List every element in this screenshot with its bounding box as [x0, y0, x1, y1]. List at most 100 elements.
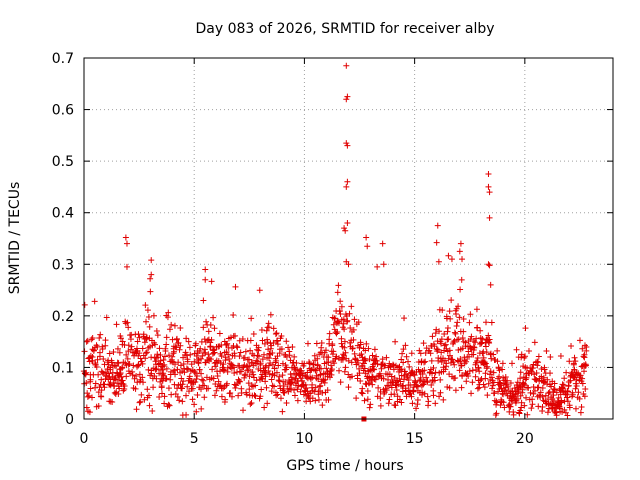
data-point	[528, 368, 535, 375]
data-point	[270, 339, 277, 346]
data-point	[326, 330, 333, 337]
data-point	[353, 395, 360, 402]
data-point	[486, 336, 493, 343]
data-point	[364, 396, 371, 403]
data-point	[325, 359, 332, 366]
data-point	[480, 354, 487, 361]
data-point	[144, 386, 151, 393]
data-point	[275, 377, 282, 384]
data-point	[256, 287, 263, 294]
data-point	[247, 401, 254, 408]
data-point	[488, 319, 495, 326]
data-point	[324, 387, 331, 394]
data-point	[141, 339, 148, 346]
data-point	[329, 340, 336, 347]
data-point	[325, 396, 332, 403]
data-point	[250, 374, 257, 381]
data-point	[207, 343, 214, 350]
data-point	[123, 373, 130, 380]
data-point	[500, 374, 507, 381]
data-point	[426, 347, 433, 354]
data-point	[200, 297, 207, 304]
data-point	[342, 227, 349, 234]
data-point	[340, 320, 347, 327]
data-point	[117, 335, 124, 342]
data-point	[133, 372, 140, 379]
data-point	[247, 337, 254, 344]
data-point	[517, 369, 524, 376]
data-point	[436, 393, 443, 400]
data-point	[128, 331, 135, 338]
data-point	[159, 377, 166, 384]
data-point	[434, 346, 441, 353]
data-point	[535, 353, 542, 360]
data-point	[106, 350, 113, 357]
data-point	[101, 384, 108, 391]
data-point	[231, 381, 238, 388]
data-point	[177, 342, 184, 349]
data-point	[246, 356, 253, 363]
data-point	[133, 406, 140, 413]
data-point	[227, 389, 234, 396]
data-point	[545, 390, 552, 397]
data-point	[111, 362, 118, 369]
data-point	[362, 347, 369, 354]
data-point	[433, 239, 440, 246]
data-point	[211, 349, 218, 356]
data-point	[477, 327, 484, 334]
data-point	[234, 344, 241, 351]
data-point	[163, 334, 170, 341]
data-point	[232, 283, 239, 290]
data-point	[102, 342, 109, 349]
data-point	[183, 335, 190, 342]
data-point	[430, 392, 437, 399]
data-point	[516, 410, 523, 417]
data-point	[568, 343, 575, 350]
data-point	[200, 324, 207, 331]
data-point	[396, 375, 403, 382]
data-point	[441, 342, 448, 349]
data-point	[442, 366, 449, 373]
data-point	[382, 385, 389, 392]
data-point	[166, 326, 173, 333]
data-point	[167, 376, 174, 383]
data-point	[527, 389, 534, 396]
data-point	[95, 403, 102, 409]
data-point	[208, 278, 215, 285]
data-point	[117, 369, 124, 376]
data-point	[107, 366, 114, 373]
data-point	[539, 384, 546, 391]
y-tick-label: 0.5	[52, 154, 74, 170]
data-point	[193, 376, 200, 383]
data-point	[179, 381, 186, 388]
data-point	[148, 257, 155, 264]
data-point	[255, 353, 262, 360]
data-point	[205, 385, 212, 392]
data-point	[328, 362, 335, 369]
data-point	[344, 178, 351, 185]
data-point	[123, 240, 130, 247]
data-point	[517, 407, 524, 414]
data-point	[525, 347, 532, 354]
data-point	[424, 378, 431, 385]
data-point	[153, 365, 160, 372]
data-point	[279, 360, 286, 367]
data-point	[438, 340, 445, 347]
data-point	[96, 334, 103, 341]
data-point	[514, 379, 521, 386]
data-point	[343, 96, 350, 103]
data-point	[481, 384, 488, 391]
data-point	[202, 266, 209, 273]
data-point	[194, 373, 201, 380]
data-point	[445, 355, 452, 362]
data-point	[550, 385, 557, 392]
data-point	[477, 377, 484, 384]
data-point	[303, 385, 310, 392]
data-point	[154, 332, 161, 339]
grid-y	[84, 109, 613, 368]
data-point	[332, 315, 339, 322]
data-point	[197, 355, 204, 362]
data-point	[142, 350, 149, 357]
data-point	[504, 377, 511, 384]
data-point	[183, 365, 190, 372]
